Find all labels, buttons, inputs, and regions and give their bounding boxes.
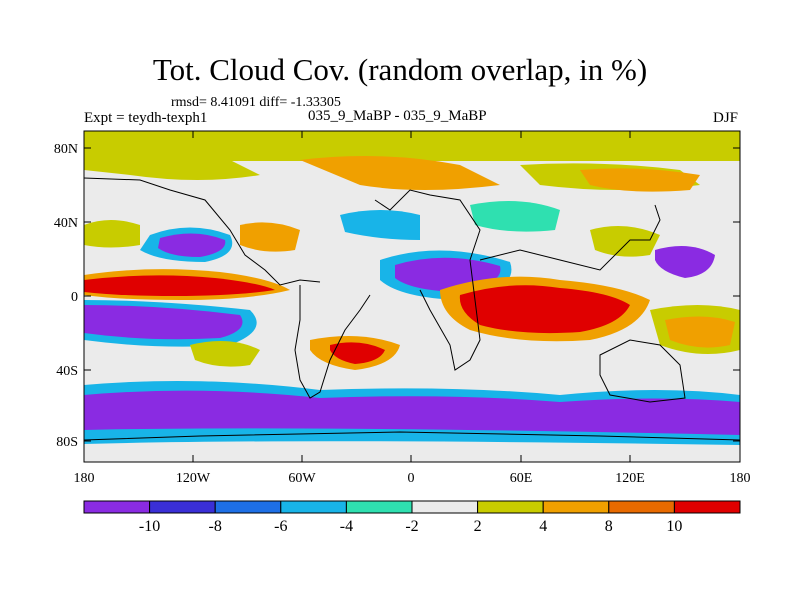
- colorbar-label: 2: [474, 518, 482, 535]
- season-label: DJF: [712, 110, 738, 126]
- colorbar-swatch: [280, 500, 347, 514]
- lon-tick-label: 180: [730, 471, 751, 486]
- colorbar-swatch: [214, 500, 282, 514]
- colorbar-swatch: [542, 500, 610, 514]
- colorbar-label: -4: [340, 518, 353, 535]
- colorbar-swatch: [345, 500, 413, 514]
- runs-label: 035_9_MaBP - 035_9_MaBP: [308, 108, 487, 124]
- colorbar-label: -10: [139, 518, 160, 535]
- colorbar-label: -8: [209, 518, 222, 535]
- colorbar-swatch: [477, 500, 544, 514]
- colorbar-label: -2: [405, 518, 418, 535]
- field-layer: [84, 131, 740, 462]
- experiment-label: Expt = teydh-texph1: [84, 110, 208, 126]
- lon-tick-label: 60E: [510, 471, 533, 486]
- colorbar-label: 10: [666, 518, 682, 535]
- lon-tick-label: 60W: [288, 471, 316, 486]
- colorbar-label: 4: [539, 518, 547, 535]
- lon-tick-label: 0: [408, 471, 415, 486]
- lat-tick-label: 40N: [54, 216, 78, 231]
- colorbar-label: -6: [274, 518, 287, 535]
- lon-tick-label: 180: [74, 471, 95, 486]
- map-title: Tot. Cloud Cov. (random overlap, in %): [152, 52, 648, 87]
- colorbar: -10 -8 -6 -4 -2 2 4 8 10: [83, 500, 741, 535]
- axes: 80N 40N 0 40S 80S 180 120W 60W 0 60E 120E 180: [54, 131, 751, 486]
- lat-tick-label: 80N: [54, 142, 78, 157]
- stats-line: rmsd= 8.41091 diff= -1.33305: [171, 95, 341, 110]
- lon-tick-label: 120E: [615, 471, 645, 486]
- lat-tick-label: 80S: [56, 435, 78, 450]
- colorbar-swatch: [149, 500, 216, 514]
- colorbar-swatch: [608, 500, 675, 514]
- lon-tick-label: 120W: [176, 471, 211, 486]
- lat-tick-label: 40S: [56, 364, 78, 379]
- colorbar-label: 8: [605, 518, 613, 535]
- colorbar-swatch: [673, 500, 741, 514]
- colorbar-swatch: [83, 500, 151, 514]
- colorbar-swatch: [411, 500, 479, 514]
- lat-tick-label: 0: [71, 290, 78, 305]
